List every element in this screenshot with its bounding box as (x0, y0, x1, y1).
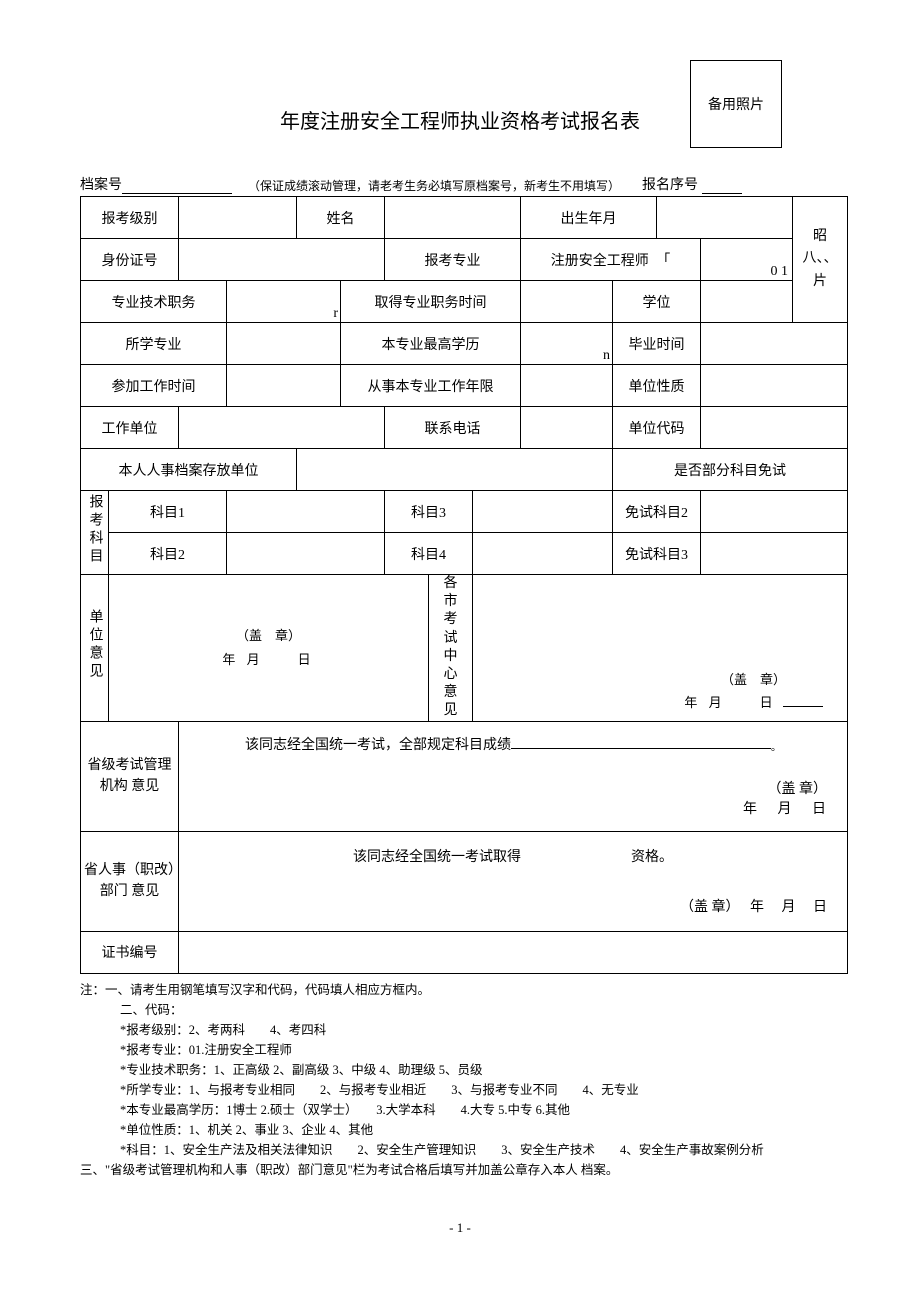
field-birth[interactable] (657, 197, 793, 239)
note-4: *报考专业：01.注册安全工程师 (80, 1040, 840, 1060)
field-studied-major[interactable] (227, 323, 341, 365)
note-6: *所学专业：1、与报考专业相同 2、与报考专业相近 3、与报考专业不同 4、无专… (80, 1080, 840, 1100)
field-subj2[interactable] (227, 533, 385, 575)
archive-blank[interactable] (122, 193, 232, 194)
note-8: *单位性质：1、机关 2、事业 3、企业 4、其他 (80, 1120, 840, 1140)
label-exam-major: 报考专业 (385, 239, 521, 281)
field-file-unit[interactable] (297, 449, 613, 491)
field-exam-level[interactable] (179, 197, 297, 239)
field-work-years[interactable] (521, 365, 613, 407)
field-highest-edu[interactable]: n (521, 323, 613, 365)
field-unit-code[interactable] (701, 407, 848, 449)
label-unit-opinion: 单位意见 (81, 575, 109, 722)
notes-block: 注：一、请考生用钢笔填写汉字和代码，代码填人相应方框内。 二、代码： *报考级别… (80, 980, 840, 1180)
label-obtain-time: 取得专业职务时间 (341, 281, 521, 323)
field-subj1[interactable] (227, 491, 385, 533)
label-grad-time: 毕业时间 (613, 323, 701, 365)
label-work-years: 从事本专业工作年限 (341, 365, 521, 407)
label-unit-code: 单位代码 (613, 407, 701, 449)
label-work-start: 参加工作时间 (81, 365, 227, 407)
label-city-opinion: 各市考试中心意见 (429, 575, 473, 722)
field-unit-nature[interactable] (701, 365, 848, 407)
photo-cell: 昭 八、、 片 (793, 197, 848, 323)
label-prov-mgmt: 省级考试管理机构 意见 (81, 721, 179, 831)
page-number: - 1 - (80, 1220, 840, 1236)
label-subj2: 科目2 (109, 533, 227, 575)
field-subj3[interactable] (473, 491, 613, 533)
field-degree[interactable] (701, 281, 793, 323)
label-contact-tel: 联系电话 (385, 407, 521, 449)
field-exempt2[interactable] (701, 491, 848, 533)
label-tech-title: 专业技术职务 (81, 281, 227, 323)
regno-label: 报名序号 (642, 174, 698, 194)
field-work-start[interactable] (227, 365, 341, 407)
field-prov-hr[interactable]: 该同志经全国统一考试取得资格。 （盖 章） 年 月 日 (179, 831, 848, 931)
field-exempt3[interactable] (701, 533, 848, 575)
label-subj4: 科目4 (385, 533, 473, 575)
registration-form-table: 报考级别 姓名 出生年月 昭 八、、 片 身份证号 报考专业 注册安全工程师 「… (80, 196, 848, 974)
backup-photo-box: 备用照片 (690, 60, 782, 148)
label-idno: 身份证号 (81, 239, 179, 281)
label-file-unit: 本人人事档案存放单位 (81, 449, 297, 491)
label-subj1: 科目1 (109, 491, 227, 533)
label-unit-nature: 单位性质 (613, 365, 701, 407)
field-obtain-time[interactable] (521, 281, 613, 323)
field-exam-major: 注册安全工程师 「 (521, 239, 701, 281)
field-grad-time[interactable] (701, 323, 848, 365)
header-line: 档案号 （保证成绩滚动管理，请老考生务必填写原档案号，新考生不用填写） 报名序号 (80, 174, 840, 194)
note-3: *报考级别：2、考两科 4、考四科 (80, 1020, 840, 1040)
field-cert-no[interactable] (179, 931, 848, 973)
label-studied-major: 所学专业 (81, 323, 227, 365)
label-degree: 学位 (613, 281, 701, 323)
label-exam-exempt: 是否部分科目免试 (613, 449, 848, 491)
label-birth: 出生年月 (521, 197, 657, 239)
label-work-unit: 工作单位 (81, 407, 179, 449)
field-work-unit[interactable] (179, 407, 385, 449)
field-tech-title[interactable]: r (227, 281, 341, 323)
field-exam-major-code: 0 1 (701, 239, 793, 281)
label-exempt2: 免试科目2 (613, 491, 701, 533)
label-subj3: 科目3 (385, 491, 473, 533)
archive-label: 档案号 (80, 174, 122, 194)
note-10: 三、"省级考试管理机构和人事（职改）部门意见"栏为考试合格后填写并加盖公章存入本… (80, 1160, 840, 1180)
field-city-opinion[interactable]: （盖 章） 年 月 日 (473, 575, 848, 722)
label-name: 姓名 (297, 197, 385, 239)
label-cert-no: 证书编号 (81, 931, 179, 973)
note-1: 注：一、请考生用钢笔填写汉字和代码，代码填人相应方框内。 (80, 980, 840, 1000)
field-subj4[interactable] (473, 533, 613, 575)
field-idno[interactable] (179, 239, 385, 281)
label-prov-hr: 省人事（职改）部门 意见 (81, 831, 179, 931)
field-unit-opinion[interactable]: （盖 章） 年 月 日 (109, 575, 429, 722)
note-9: *科目：1、安全生产法及相关法律知识 2、安全生产管理知识 3、安全生产技术 4… (120, 1140, 840, 1160)
note-7: *本专业最高学历：1博士 2.硕士（双学士） 3.大学本科 4.大专 5.中专 … (80, 1100, 840, 1120)
field-name[interactable] (385, 197, 521, 239)
field-contact-tel[interactable] (521, 407, 613, 449)
field-prov-mgmt[interactable]: 该同志经全国统一考试，全部规定科目成绩。 （盖 章） 年 月 日 (179, 721, 848, 831)
label-subjects: 报考科目 (81, 491, 109, 575)
note-2: 二、代码： (80, 1000, 840, 1020)
note-5: *专业技术职务：1、正高级 2、副高级 3、中级 4、助理级 5、员级 (80, 1060, 840, 1080)
label-exam-level: 报考级别 (81, 197, 179, 239)
archive-note: （保证成绩滚动管理，请老考生务必填写原档案号，新考生不用填写） (248, 177, 620, 194)
label-highest-edu: 本专业最高学历 (341, 323, 521, 365)
label-exempt3: 免试科目3 (613, 533, 701, 575)
regno-blank[interactable] (702, 193, 742, 194)
